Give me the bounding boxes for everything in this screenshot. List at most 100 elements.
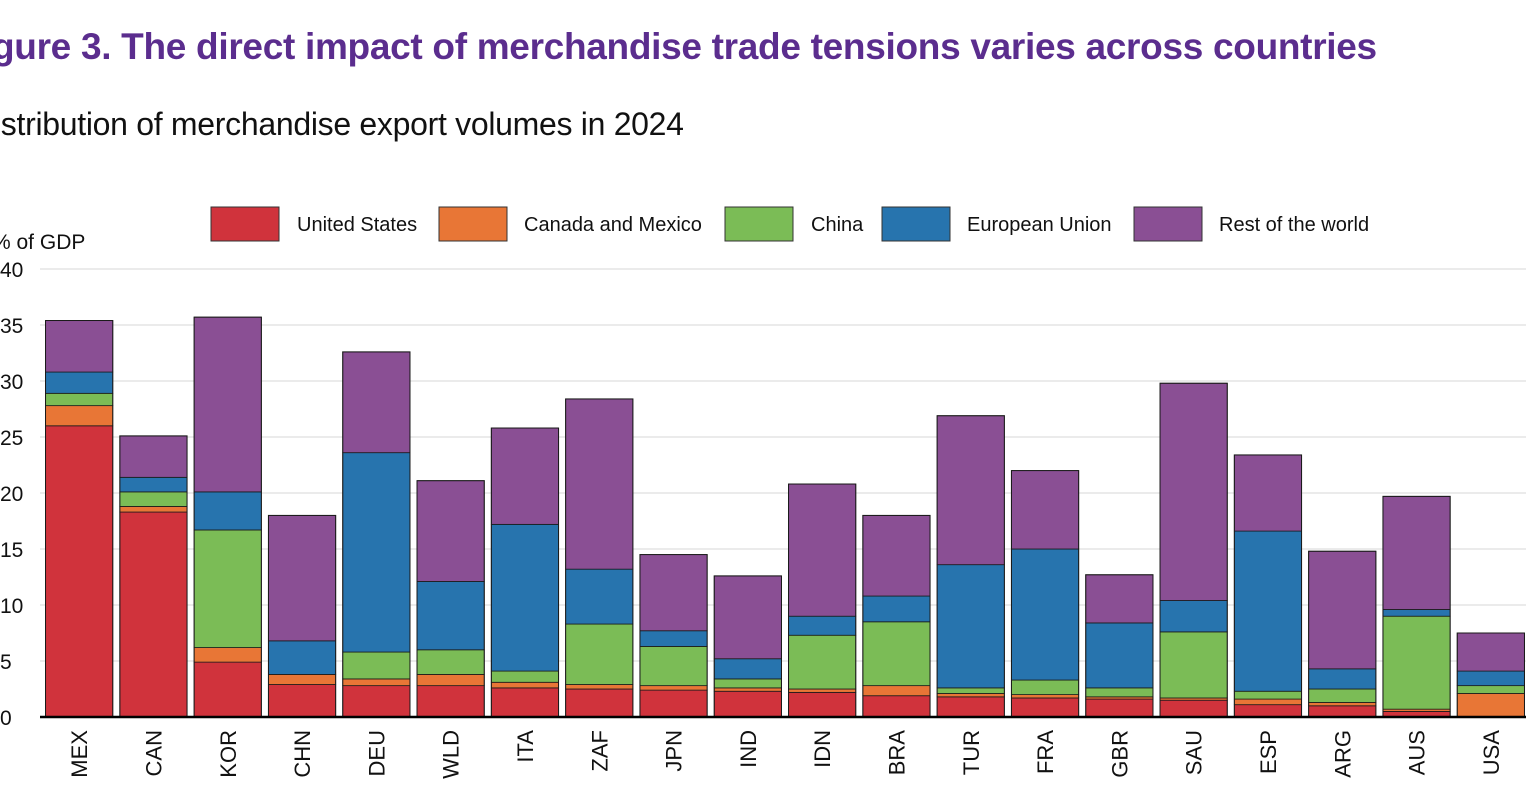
- y-tick-label: 5: [0, 651, 12, 674]
- y-tick-label: 40: [0, 259, 23, 282]
- bar-segment-jpn: [639, 646, 708, 687]
- bar-segment-kor: [193, 529, 262, 648]
- bar-segment-gbr: [1085, 698, 1154, 718]
- x-tick-label: DEU: [364, 730, 389, 776]
- bar-segment-gbr: [1085, 622, 1154, 689]
- bar-segment-ita: [490, 687, 559, 718]
- bar-segment-can: [119, 476, 188, 493]
- gridlines: [40, 268, 1526, 662]
- bar-segment-can: [119, 435, 188, 478]
- legend-label: Rest of the world: [1219, 214, 1369, 236]
- bar-segment-gbr: [1085, 574, 1154, 624]
- bar-segment-esp: [1233, 690, 1302, 700]
- bar-segment-usa: [1456, 685, 1525, 694]
- bar-segment-chn: [268, 640, 337, 675]
- x-tick-label: IND: [736, 730, 761, 768]
- bar-segment-arg: [1308, 702, 1377, 707]
- bar-segment-tur: [936, 687, 1005, 694]
- bar-segment-wld: [416, 649, 485, 675]
- chart-title: igure 3. The direct impact of merchandis…: [0, 26, 1377, 67]
- x-tick-label: BRA: [884, 730, 909, 776]
- bar-segment-ind: [713, 678, 782, 689]
- bar-segment-sau: [1159, 600, 1228, 633]
- bars-group: [45, 316, 1525, 718]
- x-tick-label: CAN: [141, 730, 166, 776]
- bar-segment-arg: [1308, 705, 1377, 718]
- bar-segment-wld: [416, 480, 485, 582]
- bar-segment-ita: [490, 523, 559, 672]
- bar-segment-mex: [45, 320, 114, 373]
- bar-segment-arg: [1308, 688, 1377, 703]
- x-tick-label: GBR: [1107, 730, 1132, 778]
- bar-segment-wld: [416, 685, 485, 718]
- bar-segment-tur: [936, 696, 1005, 718]
- bar-segment-can: [119, 491, 188, 507]
- bar-segment-deu: [342, 452, 411, 653]
- x-tick-label: CHN: [290, 730, 315, 778]
- bar-segment-esp: [1233, 704, 1302, 718]
- bar-segment-jpn: [639, 689, 708, 718]
- y-tick-label: 35: [0, 315, 23, 338]
- bar-segment-chn: [268, 674, 337, 685]
- legend-swatch: [210, 206, 280, 242]
- x-tick-label: IDN: [810, 730, 835, 768]
- bar-segment-bra: [862, 515, 931, 597]
- bar-segment-idn: [788, 688, 857, 693]
- x-tick-label: ZAF: [587, 730, 612, 772]
- legend-swatch: [881, 206, 951, 242]
- y-tick-label: 0: [0, 707, 12, 730]
- bar-segment-esp: [1233, 454, 1302, 532]
- legend-label: China: [811, 214, 864, 236]
- bar-segment-kor: [193, 316, 262, 493]
- bar-segment-can: [119, 506, 188, 513]
- bar-segment-ind: [713, 690, 782, 718]
- bar-segment-aus: [1382, 609, 1451, 617]
- bar-segment-idn: [788, 634, 857, 690]
- legend: United States Canada and Mexico China Europ…: [210, 206, 1369, 242]
- bar-segment-fra: [1011, 548, 1080, 681]
- bar-segment-ita: [490, 427, 559, 525]
- bar-segment-aus: [1382, 615, 1451, 710]
- bar-segment-chn: [268, 515, 337, 642]
- y-tick-label: 10: [0, 595, 23, 618]
- bar-segment-fra: [1011, 694, 1080, 699]
- bar-segment-idn: [788, 615, 857, 636]
- bar-segment-deu: [342, 351, 411, 454]
- bar-segment-zaf: [565, 684, 634, 690]
- bar-segment-idn: [788, 691, 857, 718]
- bar-segment-fra: [1011, 679, 1080, 695]
- bar-segment-tur: [936, 415, 1005, 566]
- bar-segment-ita: [490, 681, 559, 689]
- bar-segment-kor: [193, 647, 262, 663]
- x-tick-label: TUR: [959, 730, 984, 775]
- legend-swatch: [438, 206, 508, 242]
- x-tick-label: ITA: [513, 730, 538, 763]
- bar-segment-wld: [416, 581, 485, 651]
- x-tick-label: FRA: [1033, 730, 1058, 774]
- x-tick-label: USA: [1479, 730, 1504, 776]
- bar-segment-esp: [1233, 530, 1302, 692]
- x-tick-label: WLD: [439, 730, 464, 779]
- y-tick-label: 20: [0, 483, 23, 506]
- bar-segment-bra: [862, 595, 931, 623]
- bar-segment-deu: [342, 685, 411, 718]
- legend-swatch: [1133, 206, 1203, 242]
- x-tick-label: ARG: [1330, 730, 1355, 778]
- bar-segment-zaf: [565, 568, 634, 625]
- bar-segment-aus: [1382, 495, 1451, 610]
- bar-segment-kor: [193, 661, 262, 718]
- bar-segment-gbr: [1085, 687, 1154, 698]
- bar-segment-sau: [1159, 699, 1228, 718]
- bar-segment-sau: [1159, 631, 1228, 699]
- bar-segment-bra: [862, 685, 931, 697]
- y-tick-label: 30: [0, 371, 23, 394]
- bar-segment-fra: [1011, 470, 1080, 550]
- x-tick-label: AUS: [1405, 730, 1430, 775]
- bar-segment-mex: [45, 371, 114, 394]
- bar-segment-ind: [713, 575, 782, 660]
- bar-segment-jpn: [639, 554, 708, 632]
- x-tick-label: JPN: [662, 730, 687, 772]
- bar-segment-ita: [490, 670, 559, 683]
- bar-segment-mex: [45, 405, 114, 427]
